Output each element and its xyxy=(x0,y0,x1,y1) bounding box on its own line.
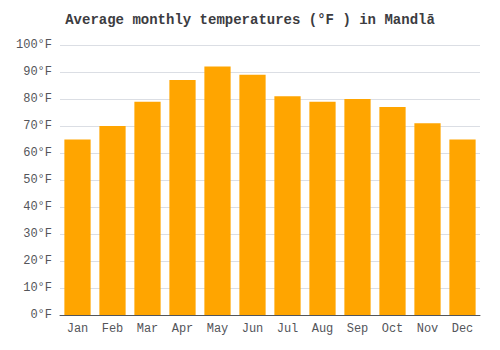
svg-text:10°F: 10°F xyxy=(23,281,52,295)
svg-text:Feb: Feb xyxy=(102,322,124,336)
svg-text:Nov: Nov xyxy=(417,322,439,336)
svg-text:Average monthly temperatures (: Average monthly temperatures (°F ) in Ma… xyxy=(65,12,435,28)
svg-text:40°F: 40°F xyxy=(23,200,52,214)
svg-text:80°F: 80°F xyxy=(23,92,52,106)
svg-text:50°F: 50°F xyxy=(23,173,52,187)
svg-text:May: May xyxy=(207,322,229,336)
svg-text:Aug: Aug xyxy=(312,322,334,336)
svg-text:Jul: Jul xyxy=(277,322,299,336)
svg-text:Oct: Oct xyxy=(382,322,404,336)
svg-text:30°F: 30°F xyxy=(23,227,52,241)
svg-text:90°F: 90°F xyxy=(23,65,52,79)
svg-text:Mar: Mar xyxy=(137,322,159,336)
svg-text:70°F: 70°F xyxy=(23,119,52,133)
svg-text:Apr: Apr xyxy=(172,322,194,336)
svg-text:60°F: 60°F xyxy=(23,146,52,160)
svg-text:Jan: Jan xyxy=(67,322,89,336)
svg-text:Dec: Dec xyxy=(452,322,474,336)
svg-text:0°F: 0°F xyxy=(30,308,52,322)
svg-text:Sep: Sep xyxy=(347,322,369,336)
svg-text:100°F: 100°F xyxy=(16,38,52,52)
svg-text:20°F: 20°F xyxy=(23,254,52,268)
svg-text:Jun: Jun xyxy=(242,322,264,336)
